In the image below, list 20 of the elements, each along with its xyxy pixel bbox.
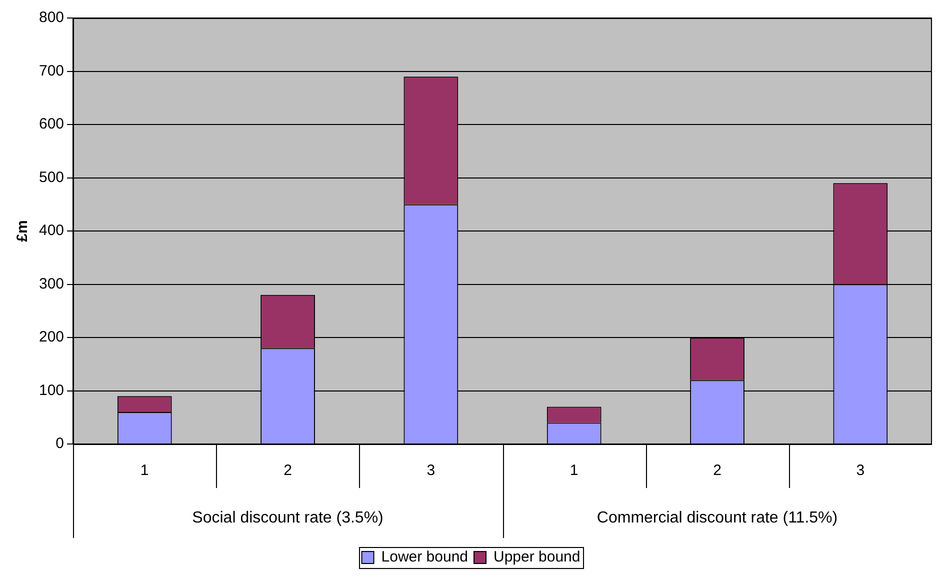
y-tick-label: 400 xyxy=(38,222,64,240)
x-tick-label: 2 xyxy=(284,462,292,480)
text: Commercial discount rate (11.5%) xyxy=(596,509,838,526)
y-tick-label: 700 xyxy=(38,62,64,80)
y-tick-label: 100 xyxy=(38,382,64,399)
x-tick-label: 1 xyxy=(570,462,578,480)
legend-label: Lower bound xyxy=(381,548,468,566)
y-tick-label: 200 xyxy=(38,328,64,346)
x-tick-label: 3 xyxy=(426,462,436,480)
y-axis-title: £m xyxy=(14,220,32,242)
x-tick-label: 3 xyxy=(856,462,865,480)
text: Social discount rate (3.5%) xyxy=(192,509,384,526)
y-tick-label: 0 xyxy=(56,435,64,452)
y-tick-label: 500 xyxy=(38,168,64,186)
y-tick-label: 600 xyxy=(38,116,64,133)
x-tick-label: 1 xyxy=(140,462,149,480)
y-tick-label: 800 xyxy=(38,9,64,26)
x-tick-label: 2 xyxy=(713,462,722,480)
legend-label: Upper bound xyxy=(494,548,580,566)
y-tick-label: 300 xyxy=(38,275,64,292)
